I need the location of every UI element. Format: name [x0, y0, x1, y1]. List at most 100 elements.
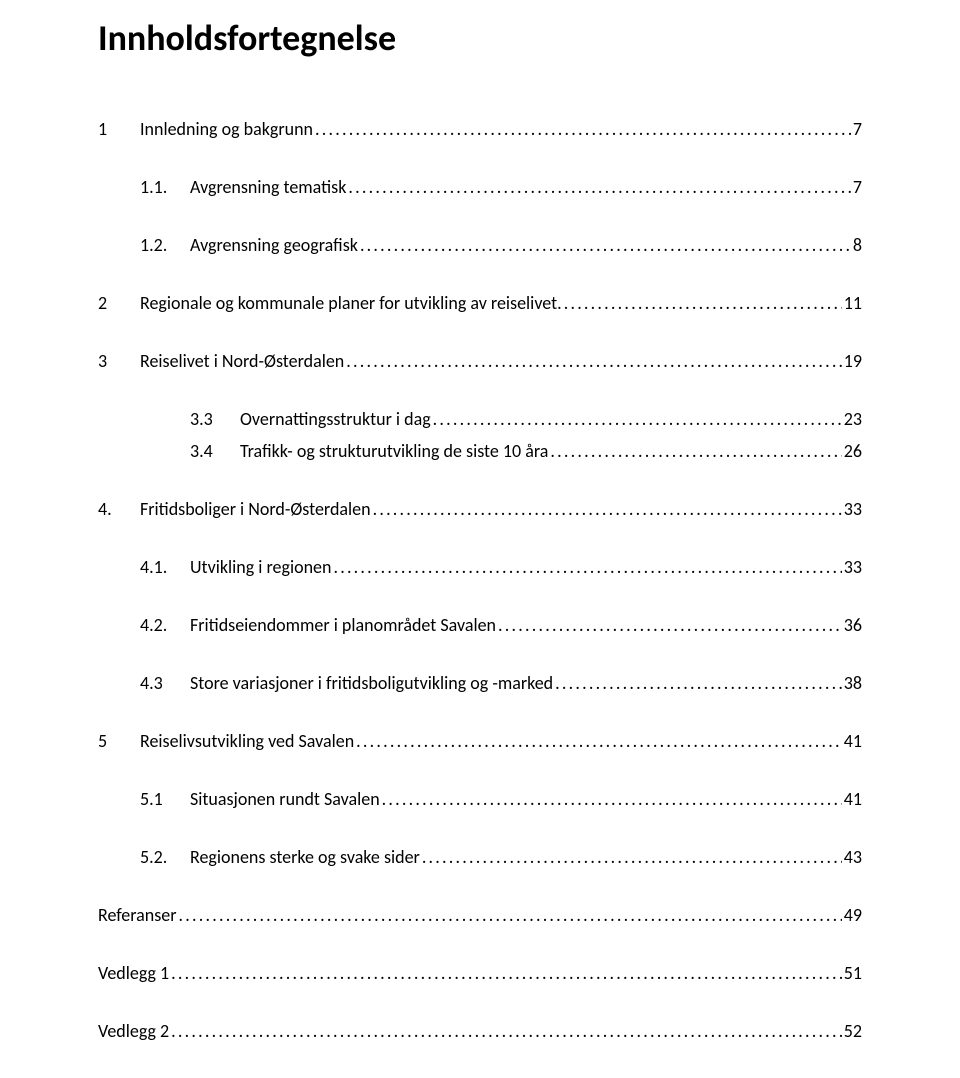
toc-entry-text: Avgrensning tematisk: [190, 176, 346, 198]
toc-entry: 4.Fritidsboliger i Nord-Østerdalen......…: [98, 498, 862, 520]
toc-entry-page: 41: [844, 788, 862, 810]
toc-dot-leader: ........................................…: [422, 846, 842, 868]
toc-entry-label: 1.2.Avgrensning geografisk: [140, 234, 358, 256]
toc-entry-label: 1.1.Avgrensning tematisk: [140, 176, 346, 198]
toc-entry: Referanser..............................…: [98, 904, 862, 926]
toc-entry-label: 4.Fritidsboliger i Nord-Østerdalen: [98, 498, 371, 520]
toc-entry-label: 5.1Situasjonen rundt Savalen: [140, 788, 380, 810]
toc-entry-page: 49: [844, 904, 862, 926]
toc-entry-page: 8: [853, 234, 862, 256]
toc-entry-page: 7: [853, 176, 862, 198]
toc-dot-leader: ........................................…: [171, 1020, 842, 1042]
toc-dot-leader: ........................................…: [348, 176, 850, 198]
toc-entry: 1.1.Avgrensning tematisk................…: [98, 176, 862, 198]
toc-entry-label: 5.2.Regionens sterke og svake sider: [140, 846, 420, 868]
toc-entry-label: 4.1.Utvikling i regionen: [140, 556, 331, 578]
toc-entry-text: Regionens sterke og svake sider: [190, 846, 420, 868]
toc-entry-number: 2: [98, 292, 140, 314]
toc-dot-leader: ........................................…: [555, 672, 842, 694]
toc-entry-text: Vedlegg 2: [98, 1020, 169, 1042]
toc-dot-leader: ........................................…: [382, 788, 842, 810]
toc-entry-number: 1.1.: [140, 176, 190, 198]
toc-entry: Vedlegg 1...............................…: [98, 962, 862, 984]
toc-entry-page: 33: [844, 498, 862, 520]
toc-entry-text: Store variasjoner i fritidsboligutviklin…: [190, 672, 553, 694]
toc-entry-number: 3.4: [190, 440, 240, 462]
toc-entry-text: Vedlegg 1: [98, 962, 169, 984]
toc-entry: 5.1Situasjonen rundt Savalen............…: [98, 788, 862, 810]
toc-entry-text: Referanser: [98, 904, 177, 926]
toc-entry-text: Fritidseiendommer i planområdet Savalen: [190, 614, 496, 636]
toc-entry-text: Trafikk- og strukturutvikling de siste 1…: [240, 440, 548, 462]
toc-entry: 3.4Trafikk- og strukturutvikling de sist…: [98, 440, 862, 462]
toc-entry-page: 38: [844, 672, 862, 694]
toc-entry: 1.2.Avgrensning geografisk..............…: [98, 234, 862, 256]
toc-dot-leader: ........................................…: [333, 556, 841, 578]
toc-entry-text: Avgrensning geografisk: [190, 234, 358, 256]
toc-entry-label: 4.2.Fritidseiendommer i planområdet Sava…: [140, 614, 496, 636]
toc-entry-page: 51: [844, 962, 862, 984]
toc-subgroup: 3.3Overnattingsstruktur i dag...........…: [98, 408, 862, 462]
toc-entry-page: 26: [844, 440, 862, 462]
toc-entry-number: 4.1.: [140, 556, 190, 578]
toc-entry-text: Situasjonen rundt Savalen: [190, 788, 380, 810]
toc-dot-leader: ........................................…: [433, 408, 842, 430]
toc-entry: 4.1.Utvikling i regionen................…: [98, 556, 862, 578]
toc-dot-leader: ........................................…: [373, 498, 842, 520]
toc-entry-page: 7: [853, 118, 862, 140]
toc-entry: 5Reiselivsutvikling ved Savalen.........…: [98, 730, 862, 752]
toc-dot-leader: ........................................…: [498, 614, 842, 636]
toc-entry-number: 3: [98, 350, 140, 372]
toc-entry-text: Reiselivet i Nord-Østerdalen: [140, 350, 344, 372]
toc-entry-label: Vedlegg 1: [98, 962, 169, 984]
toc-entry-text: Regionale og kommunale planer for utvikl…: [140, 292, 562, 314]
toc-entry-page: 36: [844, 614, 862, 636]
document-page: Innholdsfortegnelse 1Innledning og bakgr…: [0, 0, 960, 1042]
table-of-contents: 1Innledning og bakgrunn.................…: [98, 118, 862, 1042]
toc-entry-page: 19: [844, 350, 862, 372]
toc-entry: 3.3Overnattingsstruktur i dag...........…: [98, 408, 862, 430]
toc-entry-label: 4.3Store variasjoner i fritidsboligutvik…: [140, 672, 553, 694]
toc-entry-page: 52: [844, 1020, 862, 1042]
toc-dot-leader: ........................................…: [550, 440, 841, 462]
toc-dot-leader: ........................................…: [179, 904, 842, 926]
toc-dot-leader: ........................................…: [564, 292, 842, 314]
toc-dot-leader: ........................................…: [315, 118, 851, 140]
toc-entry-number: 1.2.: [140, 234, 190, 256]
toc-entry-text: Utvikling i regionen: [190, 556, 331, 578]
toc-entry: Vedlegg 2...............................…: [98, 1020, 862, 1042]
toc-entry: 3Reiselivet i Nord-Østerdalen...........…: [98, 350, 862, 372]
toc-entry-page: 43: [844, 846, 862, 868]
toc-entry-number: 4.: [98, 498, 140, 520]
toc-entry-number: 1: [98, 118, 140, 140]
toc-entry-number: 5.2.: [140, 846, 190, 868]
toc-entry-label: 3Reiselivet i Nord-Østerdalen: [98, 350, 344, 372]
toc-entry-label: Vedlegg 2: [98, 1020, 169, 1042]
toc-entry-text: Reiselivsutvikling ved Savalen: [140, 730, 354, 752]
toc-entry-page: 23: [844, 408, 862, 430]
toc-entry-label: 1Innledning og bakgrunn: [98, 118, 313, 140]
toc-entry-label: Referanser: [98, 904, 177, 926]
toc-entry: 2Regionale og kommunale planer for utvik…: [98, 292, 862, 314]
toc-entry-page: 11: [844, 292, 862, 314]
toc-dot-leader: ........................................…: [346, 350, 842, 372]
toc-dot-leader: ........................................…: [356, 730, 842, 752]
toc-entry-label: 3.4Trafikk- og strukturutvikling de sist…: [190, 440, 548, 462]
page-title: Innholdsfortegnelse: [98, 16, 862, 60]
toc-dot-leader: ........................................…: [171, 962, 842, 984]
toc-dot-leader: ........................................…: [360, 234, 851, 256]
toc-entry: 1Innledning og bakgrunn.................…: [98, 118, 862, 140]
toc-entry-text: Innledning og bakgrunn: [140, 118, 313, 140]
toc-entry-number: 4.3: [140, 672, 190, 694]
toc-entry-text: Overnattingsstruktur i dag: [240, 408, 431, 430]
toc-entry-number: 3.3: [190, 408, 240, 430]
toc-entry: 4.2.Fritidseiendommer i planområdet Sava…: [98, 614, 862, 636]
toc-entry: 4.3Store variasjoner i fritidsboligutvik…: [98, 672, 862, 694]
toc-entry-number: 5.1: [140, 788, 190, 810]
toc-entry-number: 4.2.: [140, 614, 190, 636]
toc-entry-number: 5: [98, 730, 140, 752]
toc-entry-label: 3.3Overnattingsstruktur i dag: [190, 408, 431, 430]
toc-entry-page: 33: [844, 556, 862, 578]
toc-entry-label: 5Reiselivsutvikling ved Savalen: [98, 730, 354, 752]
toc-entry: 5.2.Regionens sterke og svake sider.....…: [98, 846, 862, 868]
